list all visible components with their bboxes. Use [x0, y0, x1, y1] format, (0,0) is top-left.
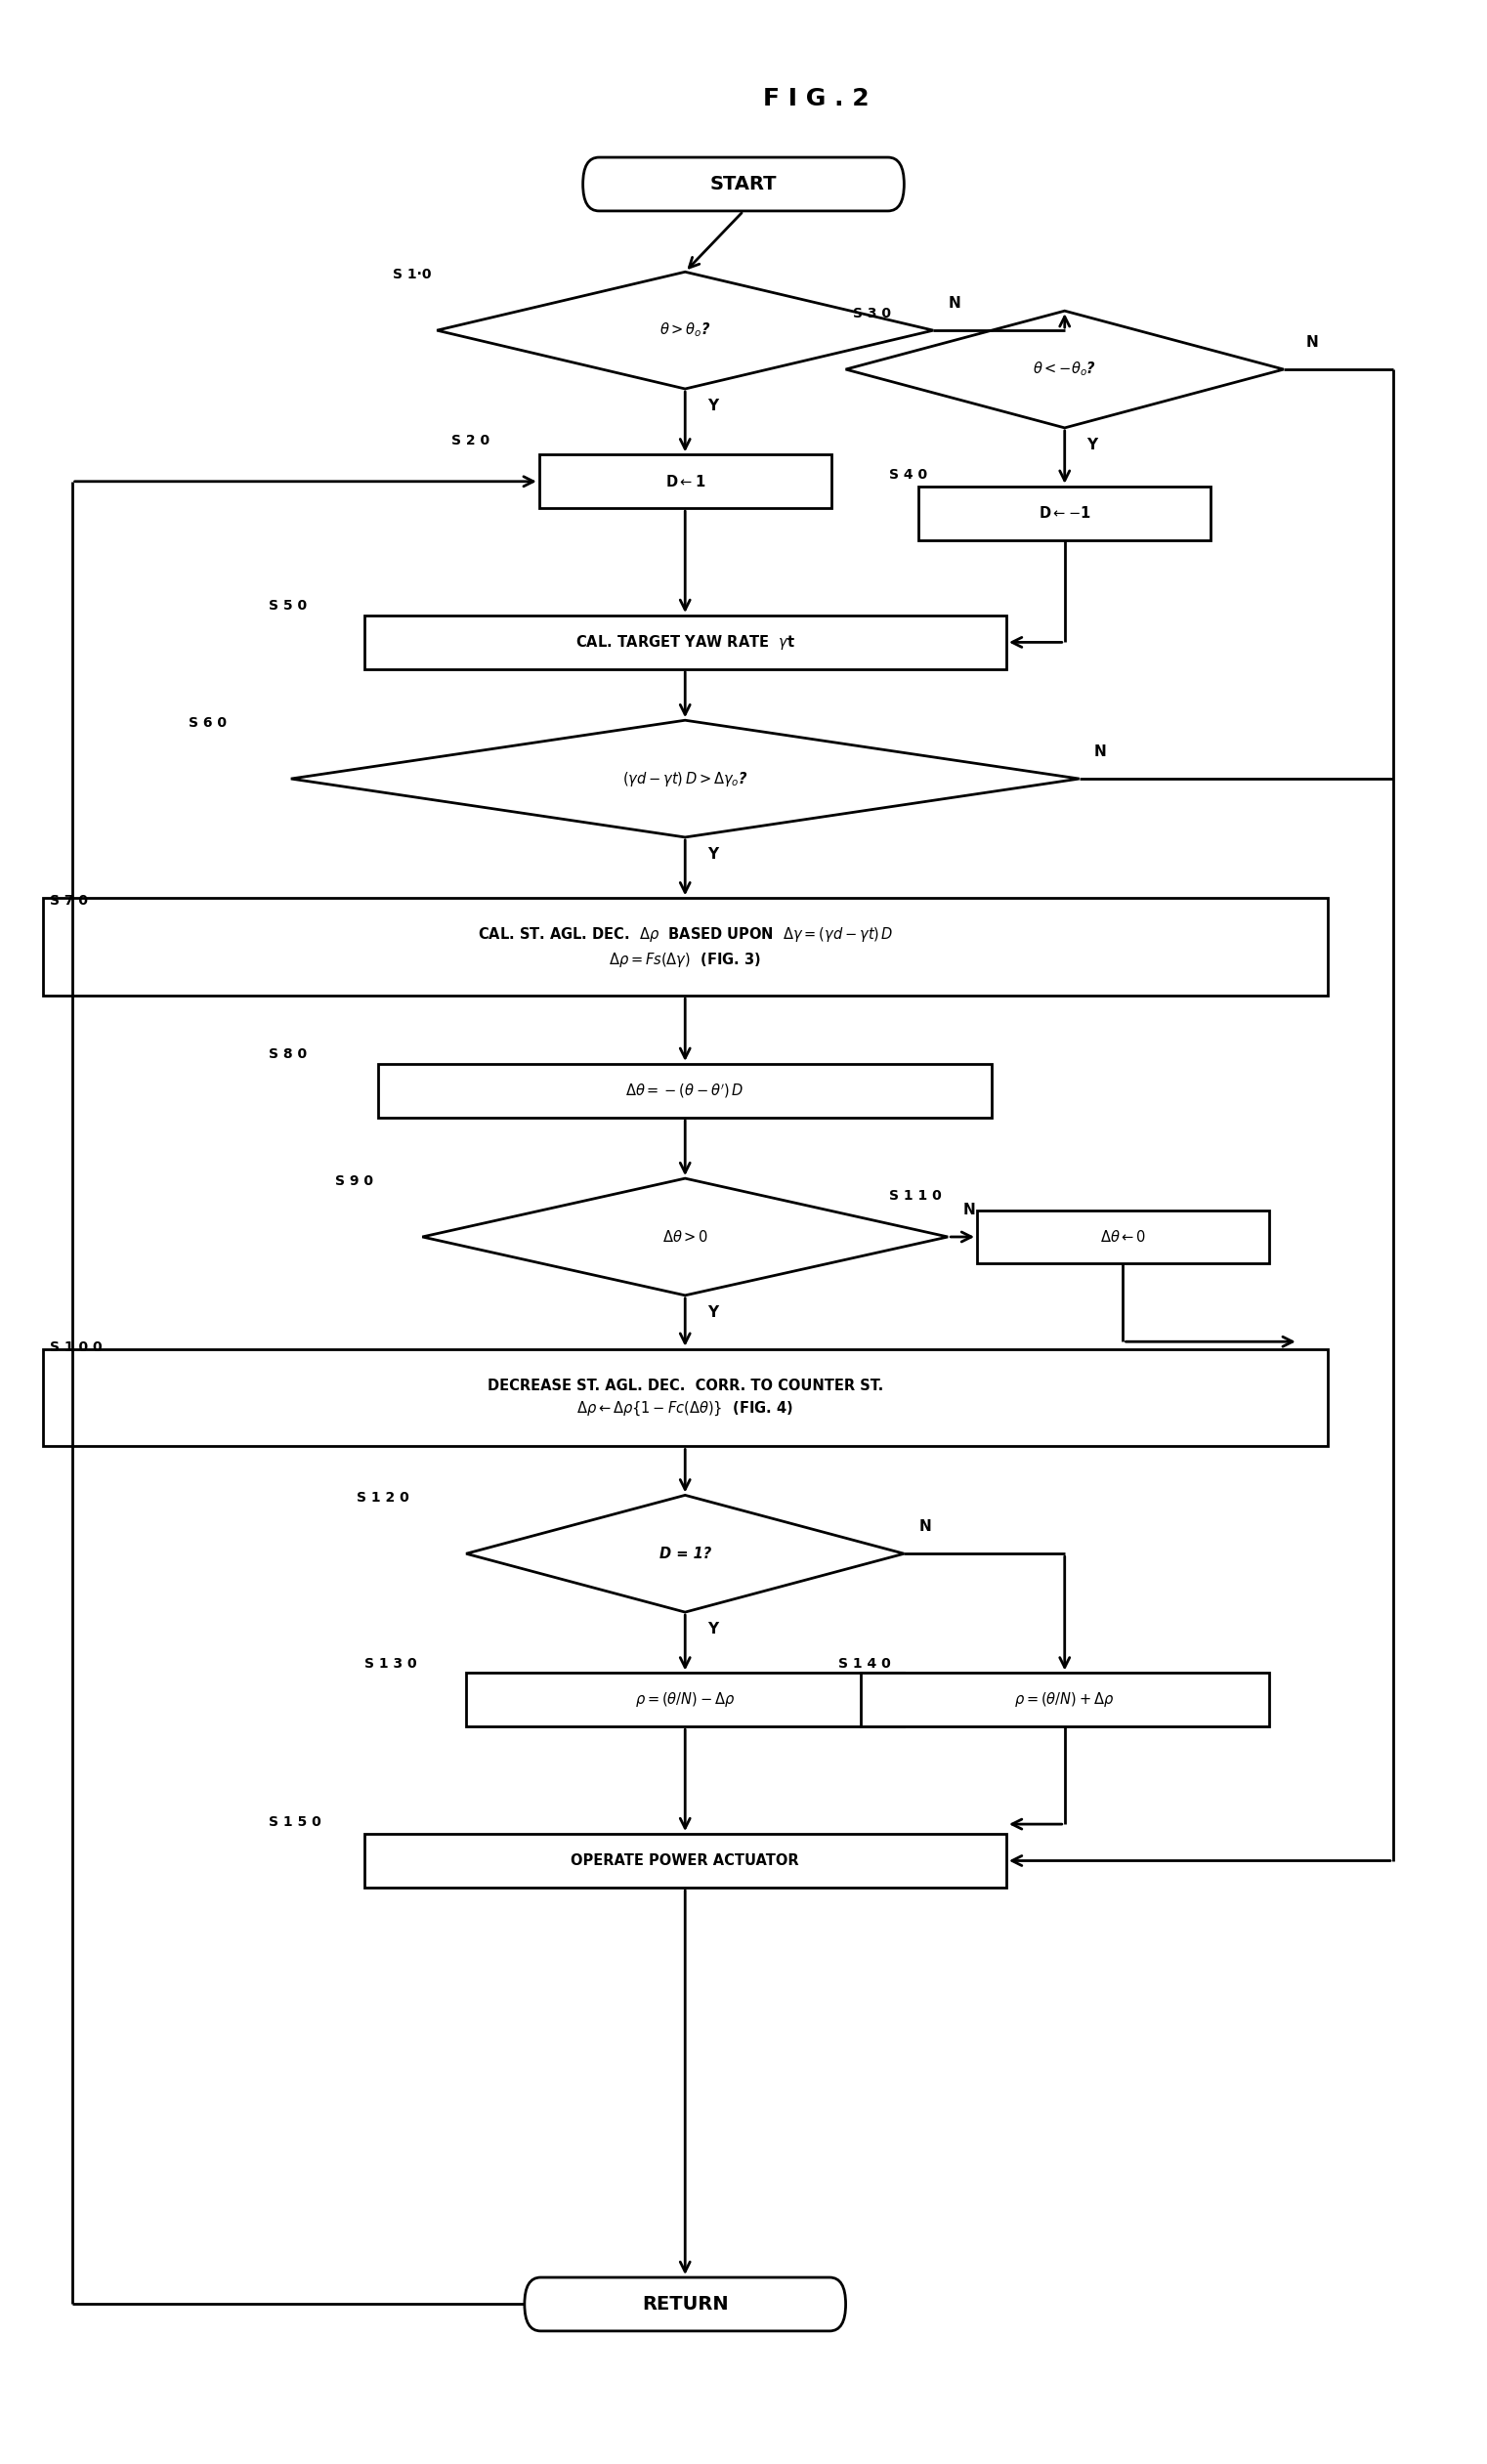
Text: $\rho = (\theta/N) + \Delta\rho$: $\rho = (\theta/N) + \Delta\rho$ — [1014, 1690, 1115, 1710]
Text: Y: Y — [706, 848, 718, 862]
Text: S 3 0: S 3 0 — [854, 308, 891, 320]
Text: S 6 0: S 6 0 — [189, 717, 228, 729]
Text: S 4 0: S 4 0 — [889, 468, 928, 480]
Bar — [43, 899, 1328, 995]
Text: $(\gamma d - \gamma t)\,D > \Delta\gamma_o$?: $(\gamma d - \gamma t)\,D > \Delta\gamma… — [622, 769, 748, 788]
Bar — [861, 1673, 1268, 1727]
Text: OPERATE POWER ACTUATOR: OPERATE POWER ACTUATOR — [571, 1853, 799, 1868]
Polygon shape — [846, 310, 1283, 429]
Text: D$\leftarrow$1: D$\leftarrow$1 — [665, 473, 705, 490]
Bar — [43, 1348, 1328, 1446]
Text: F I G . 2: F I G . 2 — [763, 86, 870, 111]
Text: Y: Y — [706, 1306, 718, 1321]
Text: Y: Y — [706, 1621, 718, 1636]
Text: S 5 0: S 5 0 — [269, 599, 308, 614]
Text: S 9 0: S 9 0 — [335, 1175, 373, 1188]
Text: N: N — [947, 296, 961, 310]
Text: Y: Y — [1087, 439, 1097, 453]
Text: D = 1?: D = 1? — [659, 1547, 711, 1562]
Text: S 7 0: S 7 0 — [51, 894, 88, 907]
Text: CAL. TARGET YAW RATE  $\gamma$t: CAL. TARGET YAW RATE $\gamma$t — [575, 633, 796, 650]
Text: DECREASE ST. AGL. DEC.  CORR. TO COUNTER ST.
$\Delta\rho \leftarrow \Delta\rho\{: DECREASE ST. AGL. DEC. CORR. TO COUNTER … — [488, 1377, 883, 1417]
Text: Y: Y — [706, 399, 718, 414]
Text: S 1 5 0: S 1 5 0 — [269, 1816, 321, 1828]
Bar — [364, 1833, 1007, 1887]
Polygon shape — [437, 271, 934, 389]
Bar — [977, 1210, 1268, 1264]
Bar — [540, 456, 831, 508]
Text: S 1·0: S 1·0 — [393, 269, 431, 281]
Text: N: N — [962, 1202, 975, 1217]
Polygon shape — [291, 719, 1080, 838]
Text: CAL. ST. AGL. DEC.  $\Delta\rho$  BASED UPON  $\Delta\gamma = (\gamma d - \gamma: CAL. ST. AGL. DEC. $\Delta\rho$ BASED UP… — [477, 924, 892, 968]
Bar — [919, 485, 1210, 540]
Text: S 1 4 0: S 1 4 0 — [839, 1656, 891, 1671]
Text: $\Delta\theta = -(\theta - \theta')\,D$: $\Delta\theta = -(\theta - \theta')\,D$ — [626, 1082, 745, 1099]
Text: N: N — [919, 1520, 931, 1535]
Text: S 1 2 0: S 1 2 0 — [357, 1491, 409, 1506]
Bar — [364, 616, 1007, 670]
Bar — [379, 1064, 992, 1119]
Text: RETURN: RETURN — [642, 2294, 729, 2314]
Text: START: START — [709, 175, 778, 195]
Text: D$\leftarrow$$-$1: D$\leftarrow$$-$1 — [1038, 505, 1091, 520]
Polygon shape — [422, 1178, 947, 1296]
FancyBboxPatch shape — [525, 2277, 846, 2331]
Bar — [465, 1673, 904, 1727]
Text: N: N — [1094, 744, 1106, 759]
Text: $\theta < -\theta_o$?: $\theta < -\theta_o$? — [1033, 360, 1096, 379]
Text: S 2 0: S 2 0 — [452, 434, 489, 448]
Text: N: N — [1306, 335, 1317, 350]
Polygon shape — [465, 1496, 904, 1611]
Text: $\Delta\theta \leftarrow 0$: $\Delta\theta \leftarrow 0$ — [1100, 1230, 1146, 1244]
Text: S 8 0: S 8 0 — [269, 1047, 308, 1062]
Text: $\Delta\theta > 0$: $\Delta\theta > 0$ — [662, 1230, 708, 1244]
Text: $\theta > \theta_o$?: $\theta > \theta_o$? — [659, 320, 711, 340]
Text: S 1 3 0: S 1 3 0 — [364, 1656, 416, 1671]
Text: $\rho = (\theta/N) - \Delta\rho$: $\rho = (\theta/N) - \Delta\rho$ — [635, 1690, 735, 1710]
Text: S 1 0 0: S 1 0 0 — [51, 1340, 103, 1353]
FancyBboxPatch shape — [583, 158, 904, 212]
Text: S 1 1 0: S 1 1 0 — [889, 1190, 941, 1202]
